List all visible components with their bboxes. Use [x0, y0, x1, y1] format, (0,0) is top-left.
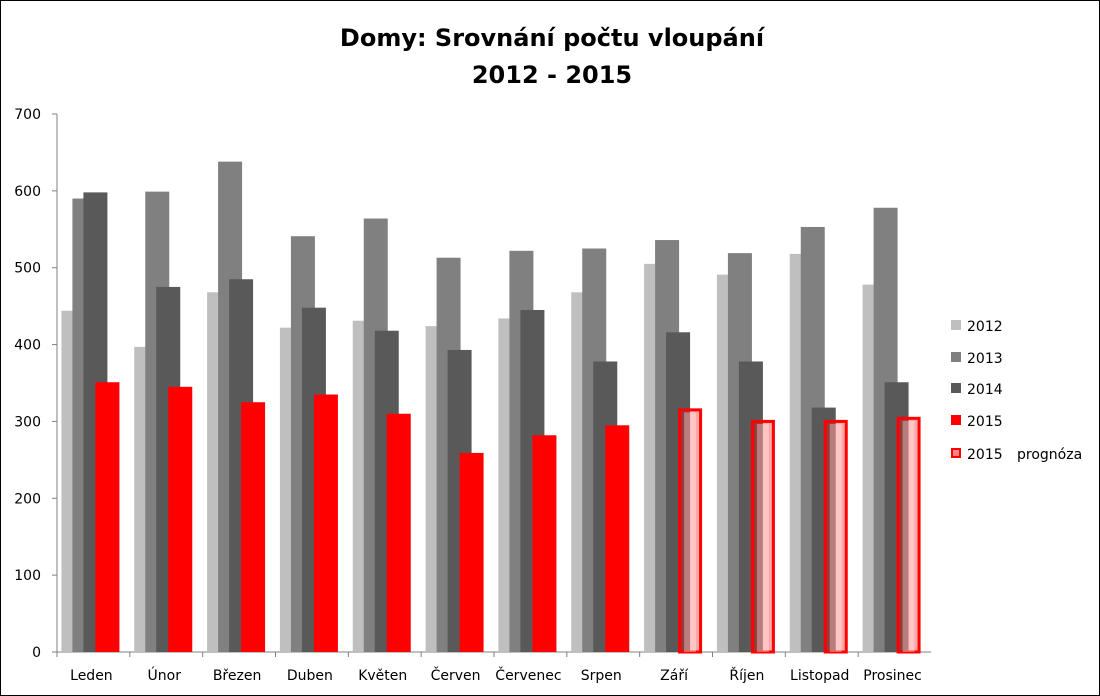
bar-forecast	[896, 416, 921, 654]
legend-label: 2015	[967, 447, 1003, 463]
x-tick-label: Leden	[70, 668, 113, 684]
plot-area: 0 100 200 300 400 500 600 700 Leden Únor Březen Dub…	[14, 107, 931, 684]
bar-2015	[168, 386, 193, 652]
y-tick-label: 500	[14, 261, 41, 277]
x-tick-label: Listopad	[790, 668, 849, 684]
bar-2015	[95, 382, 120, 652]
legend-swatch	[951, 320, 961, 330]
y-tick-label: 0	[32, 645, 41, 661]
y-tick-label: 100	[14, 568, 41, 584]
x-tick-label: Červen	[431, 666, 481, 684]
x-tick-label: Březen	[213, 668, 262, 684]
bar-2015	[532, 435, 557, 652]
bar-2015	[605, 425, 630, 652]
legend: 2012 2013 2014 2015 2015 prognóza	[951, 319, 1082, 463]
bar-2015	[386, 413, 411, 652]
legend-swatch	[951, 352, 961, 362]
bar-forecast-highlight	[902, 420, 915, 652]
x-tick-label: Duben	[287, 668, 333, 684]
y-tick-label: 400	[14, 338, 41, 354]
y-tick-label: 300	[14, 414, 41, 430]
chart-title: Domy: Srovnání počtu vloupání	[340, 24, 766, 52]
legend-label: 2013	[967, 351, 1003, 367]
bar-forecast	[823, 419, 848, 654]
legend-swatch	[951, 383, 961, 393]
y-tick-label: 600	[14, 184, 41, 200]
bar-forecast-highlight	[684, 412, 697, 652]
legend-swatch	[951, 415, 961, 425]
x-tick-label: Červenec	[495, 666, 561, 684]
chart-subtitle: 2012 - 2015	[472, 61, 632, 89]
legend-label: 2015	[967, 414, 1003, 430]
bar-2015	[459, 452, 484, 652]
bar-2015	[241, 402, 266, 652]
legend-forecast-label: prognóza	[1017, 447, 1082, 463]
legend-label: 2014	[967, 382, 1003, 398]
x-tick-label: Srpen	[581, 668, 622, 684]
y-tick-label: 700	[14, 107, 41, 123]
x-tick-label: Únor	[148, 666, 182, 684]
bar-forecast	[678, 408, 703, 654]
bar-forecast-highlight	[756, 423, 769, 652]
x-tick-label: Říjen	[729, 667, 764, 684]
y-tick-label: 200	[14, 491, 41, 507]
x-tick-label: Květen	[358, 668, 407, 684]
x-tick-label: Září	[660, 668, 689, 684]
bar-forecast	[750, 419, 775, 654]
bar-2015	[313, 394, 338, 652]
x-tick-label: Prosinec	[863, 668, 922, 684]
bar-forecast-highlight	[829, 423, 842, 652]
legend-label: 2012	[967, 319, 1003, 335]
legend-swatch	[951, 448, 961, 458]
